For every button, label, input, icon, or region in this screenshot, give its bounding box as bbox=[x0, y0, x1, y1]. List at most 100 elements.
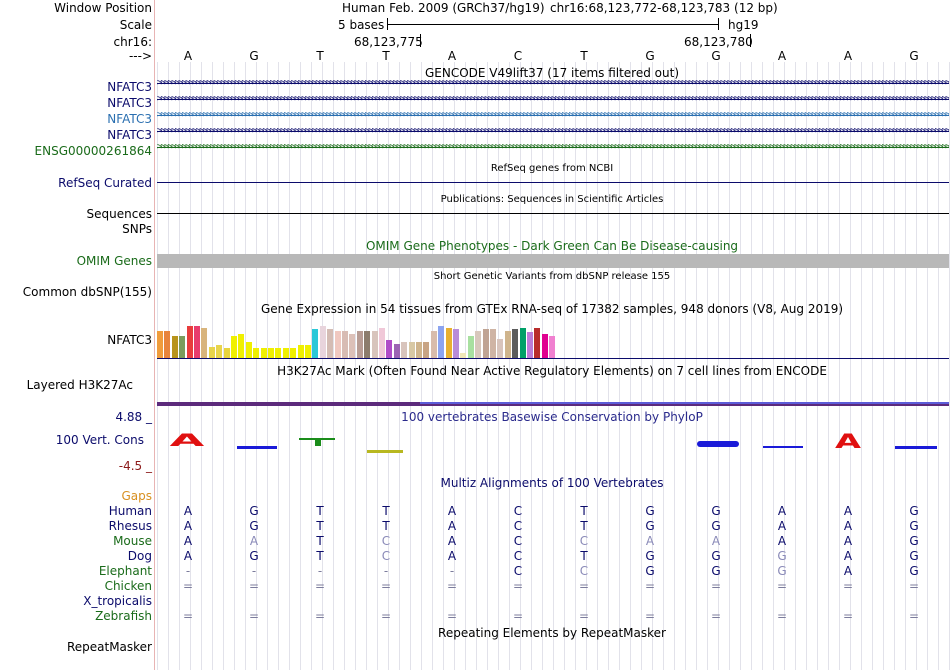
gencode-track-label-3[interactable]: NFATC3 bbox=[107, 112, 152, 126]
gencode-gene-line-4[interactable] bbox=[157, 131, 949, 132]
snps-label[interactable]: SNPs bbox=[122, 222, 152, 236]
gtex-tissue-bar[interactable] bbox=[438, 326, 445, 358]
multiz-species-rhesus[interactable]: Rhesus bbox=[108, 519, 152, 533]
gtex-tissue-bar[interactable] bbox=[445, 328, 452, 358]
gtex-tissue-bar[interactable] bbox=[231, 336, 237, 358]
gtex-bar-chart[interactable] bbox=[157, 316, 949, 358]
gtex-tissue-bar[interactable] bbox=[430, 331, 437, 358]
refseq-track-line[interactable] bbox=[157, 182, 949, 183]
gtex-tissue-bar[interactable] bbox=[364, 331, 371, 358]
gtex-label[interactable]: NFATC3 bbox=[107, 333, 152, 347]
repeatmasker-label[interactable]: RepeatMasker bbox=[66, 640, 152, 654]
gtex-tissue-bar[interactable] bbox=[401, 342, 408, 358]
gtex-tissue-bar[interactable] bbox=[327, 329, 334, 358]
multiz-species-x_tropicalis[interactable]: X_tropicalis bbox=[83, 594, 152, 608]
gtex-tissue-bar[interactable] bbox=[356, 331, 363, 358]
gtex-title[interactable]: Gene Expression in 54 tissues from GTEx … bbox=[260, 302, 844, 316]
publications-title[interactable]: Publications: Sequences in Scientific Ar… bbox=[440, 194, 664, 205]
publications-label[interactable]: Sequences bbox=[86, 207, 152, 221]
gencode-track-label-2[interactable]: NFATC3 bbox=[107, 96, 152, 110]
omim-label[interactable]: OMIM Genes bbox=[76, 254, 152, 268]
gtex-tissue-bar[interactable] bbox=[541, 334, 548, 358]
phylop-label[interactable]: 100 Vert. Cons bbox=[55, 433, 144, 447]
gtex-tissue-bar[interactable] bbox=[290, 348, 297, 358]
gtex-tissue-bar[interactable] bbox=[223, 348, 230, 358]
gtex-tissue-bar[interactable] bbox=[194, 326, 200, 358]
gtex-tissue-bar[interactable] bbox=[349, 334, 356, 358]
multiz-species-chicken[interactable]: Chicken bbox=[104, 579, 152, 593]
multiz-species-elephant[interactable]: Elephant bbox=[98, 564, 152, 578]
gtex-tissue-bar[interactable] bbox=[305, 345, 311, 358]
gtex-tissue-bar[interactable] bbox=[408, 342, 415, 358]
gtex-tissue-bar[interactable] bbox=[171, 336, 178, 358]
gtex-tissue-bar[interactable] bbox=[260, 348, 267, 358]
gtex-tissue-bar[interactable] bbox=[371, 331, 378, 358]
gtex-tissue-bar[interactable] bbox=[186, 326, 193, 358]
gtex-tissue-bar[interactable] bbox=[297, 345, 304, 358]
gtex-tissue-bar[interactable] bbox=[253, 348, 260, 358]
gtex-tissue-bar[interactable] bbox=[179, 336, 186, 358]
omim-gene-bar[interactable] bbox=[157, 254, 949, 268]
h3k27ac-label[interactable]: Layered H3K27Ac bbox=[26, 378, 133, 392]
gencode-gene-line-5[interactable] bbox=[157, 147, 949, 148]
gtex-tissue-bar[interactable] bbox=[208, 347, 215, 358]
repeatmasker-title[interactable]: Repeating Elements by RepeatMasker bbox=[438, 626, 666, 640]
omim-title[interactable]: OMIM Gene Phenotypes - Dark Green Can Be… bbox=[365, 239, 739, 253]
gtex-tissue-bar[interactable] bbox=[512, 329, 519, 358]
gencode-title[interactable]: GENCODE V49lift37 (17 items filtered out… bbox=[424, 66, 680, 80]
gtex-tissue-bar[interactable] bbox=[527, 332, 533, 358]
phylop-letter-g-2 bbox=[237, 446, 277, 449]
h3k27ac-title[interactable]: H3K27Ac Mark (Often Found Near Active Re… bbox=[277, 364, 827, 378]
multiz-title[interactable]: Multiz Alignments of 100 Vertebrates bbox=[440, 476, 664, 490]
gtex-tissue-bar[interactable] bbox=[334, 331, 341, 358]
gtex-tissue-bar[interactable] bbox=[393, 344, 400, 358]
gtex-tissue-bar[interactable] bbox=[497, 339, 504, 358]
multiz-species-dog[interactable]: Dog bbox=[127, 549, 152, 563]
gtex-tissue-bar[interactable] bbox=[268, 348, 274, 358]
multiz-base: T bbox=[316, 504, 324, 518]
gencode-gene-line-2[interactable] bbox=[157, 99, 949, 100]
gtex-tissue-bar[interactable] bbox=[386, 340, 393, 358]
gtex-tissue-bar[interactable] bbox=[534, 328, 541, 358]
gtex-tissue-bar[interactable] bbox=[275, 348, 282, 358]
phylop-logo[interactable]: A A bbox=[157, 424, 949, 464]
gtex-tissue-bar[interactable] bbox=[416, 342, 422, 358]
gtex-tissue-bar[interactable] bbox=[238, 334, 245, 358]
multiz-species-mouse[interactable]: Mouse bbox=[113, 534, 152, 548]
gtex-tissue-bar[interactable] bbox=[312, 329, 319, 358]
gtex-tissue-bar[interactable] bbox=[490, 329, 496, 358]
gtex-tissue-bar[interactable] bbox=[460, 353, 467, 358]
gtex-tissue-bar[interactable] bbox=[319, 326, 326, 358]
gtex-tissue-bar[interactable] bbox=[423, 342, 430, 358]
gtex-tissue-bar[interactable] bbox=[216, 345, 223, 358]
gtex-tissue-bar[interactable] bbox=[467, 336, 474, 358]
gencode-track-label-4[interactable]: NFATC3 bbox=[107, 128, 152, 142]
gencode-gene-line-3[interactable] bbox=[157, 115, 949, 116]
dbsnp-title[interactable]: Short Genetic Variants from dbSNP releas… bbox=[433, 271, 671, 282]
multiz-species-zebrafish[interactable]: Zebrafish bbox=[95, 609, 152, 623]
refseq-label[interactable]: RefSeq Curated bbox=[58, 176, 152, 190]
gencode-track-label-1[interactable]: NFATC3 bbox=[107, 80, 152, 94]
gtex-tissue-bar[interactable] bbox=[475, 331, 482, 358]
gtex-tissue-bar[interactable] bbox=[549, 336, 556, 358]
gtex-tissue-bar[interactable] bbox=[482, 329, 489, 358]
gtex-tissue-bar[interactable] bbox=[379, 328, 385, 358]
gencode-gene-line-1[interactable] bbox=[157, 83, 949, 84]
gencode-track-label-5[interactable]: ENSG00000261864 bbox=[34, 144, 152, 158]
publications-track-line[interactable] bbox=[157, 213, 949, 214]
gtex-tissue-bar[interactable] bbox=[157, 331, 163, 358]
gtex-tissue-bar[interactable] bbox=[342, 331, 348, 358]
gtex-tissue-bar[interactable] bbox=[519, 328, 526, 358]
dbsnp-label[interactable]: Common dbSNP(155) bbox=[22, 285, 152, 299]
gtex-tissue-bar[interactable] bbox=[201, 328, 208, 358]
gtex-tissue-bar[interactable] bbox=[504, 331, 511, 358]
h3k27ac-signal[interactable] bbox=[157, 402, 949, 406]
gtex-tissue-bar[interactable] bbox=[164, 331, 171, 358]
gtex-tissue-bar[interactable] bbox=[245, 342, 252, 358]
gtex-tissue-bar[interactable] bbox=[453, 329, 459, 358]
gtex-tissue-bar[interactable] bbox=[282, 348, 289, 358]
phylop-title[interactable]: 100 vertebrates Basewise Conservation by… bbox=[401, 410, 703, 424]
multiz-gaps-label[interactable]: Gaps bbox=[121, 489, 152, 503]
multiz-species-human[interactable]: Human bbox=[108, 504, 152, 518]
refseq-title[interactable]: RefSeq genes from NCBI bbox=[490, 163, 614, 174]
